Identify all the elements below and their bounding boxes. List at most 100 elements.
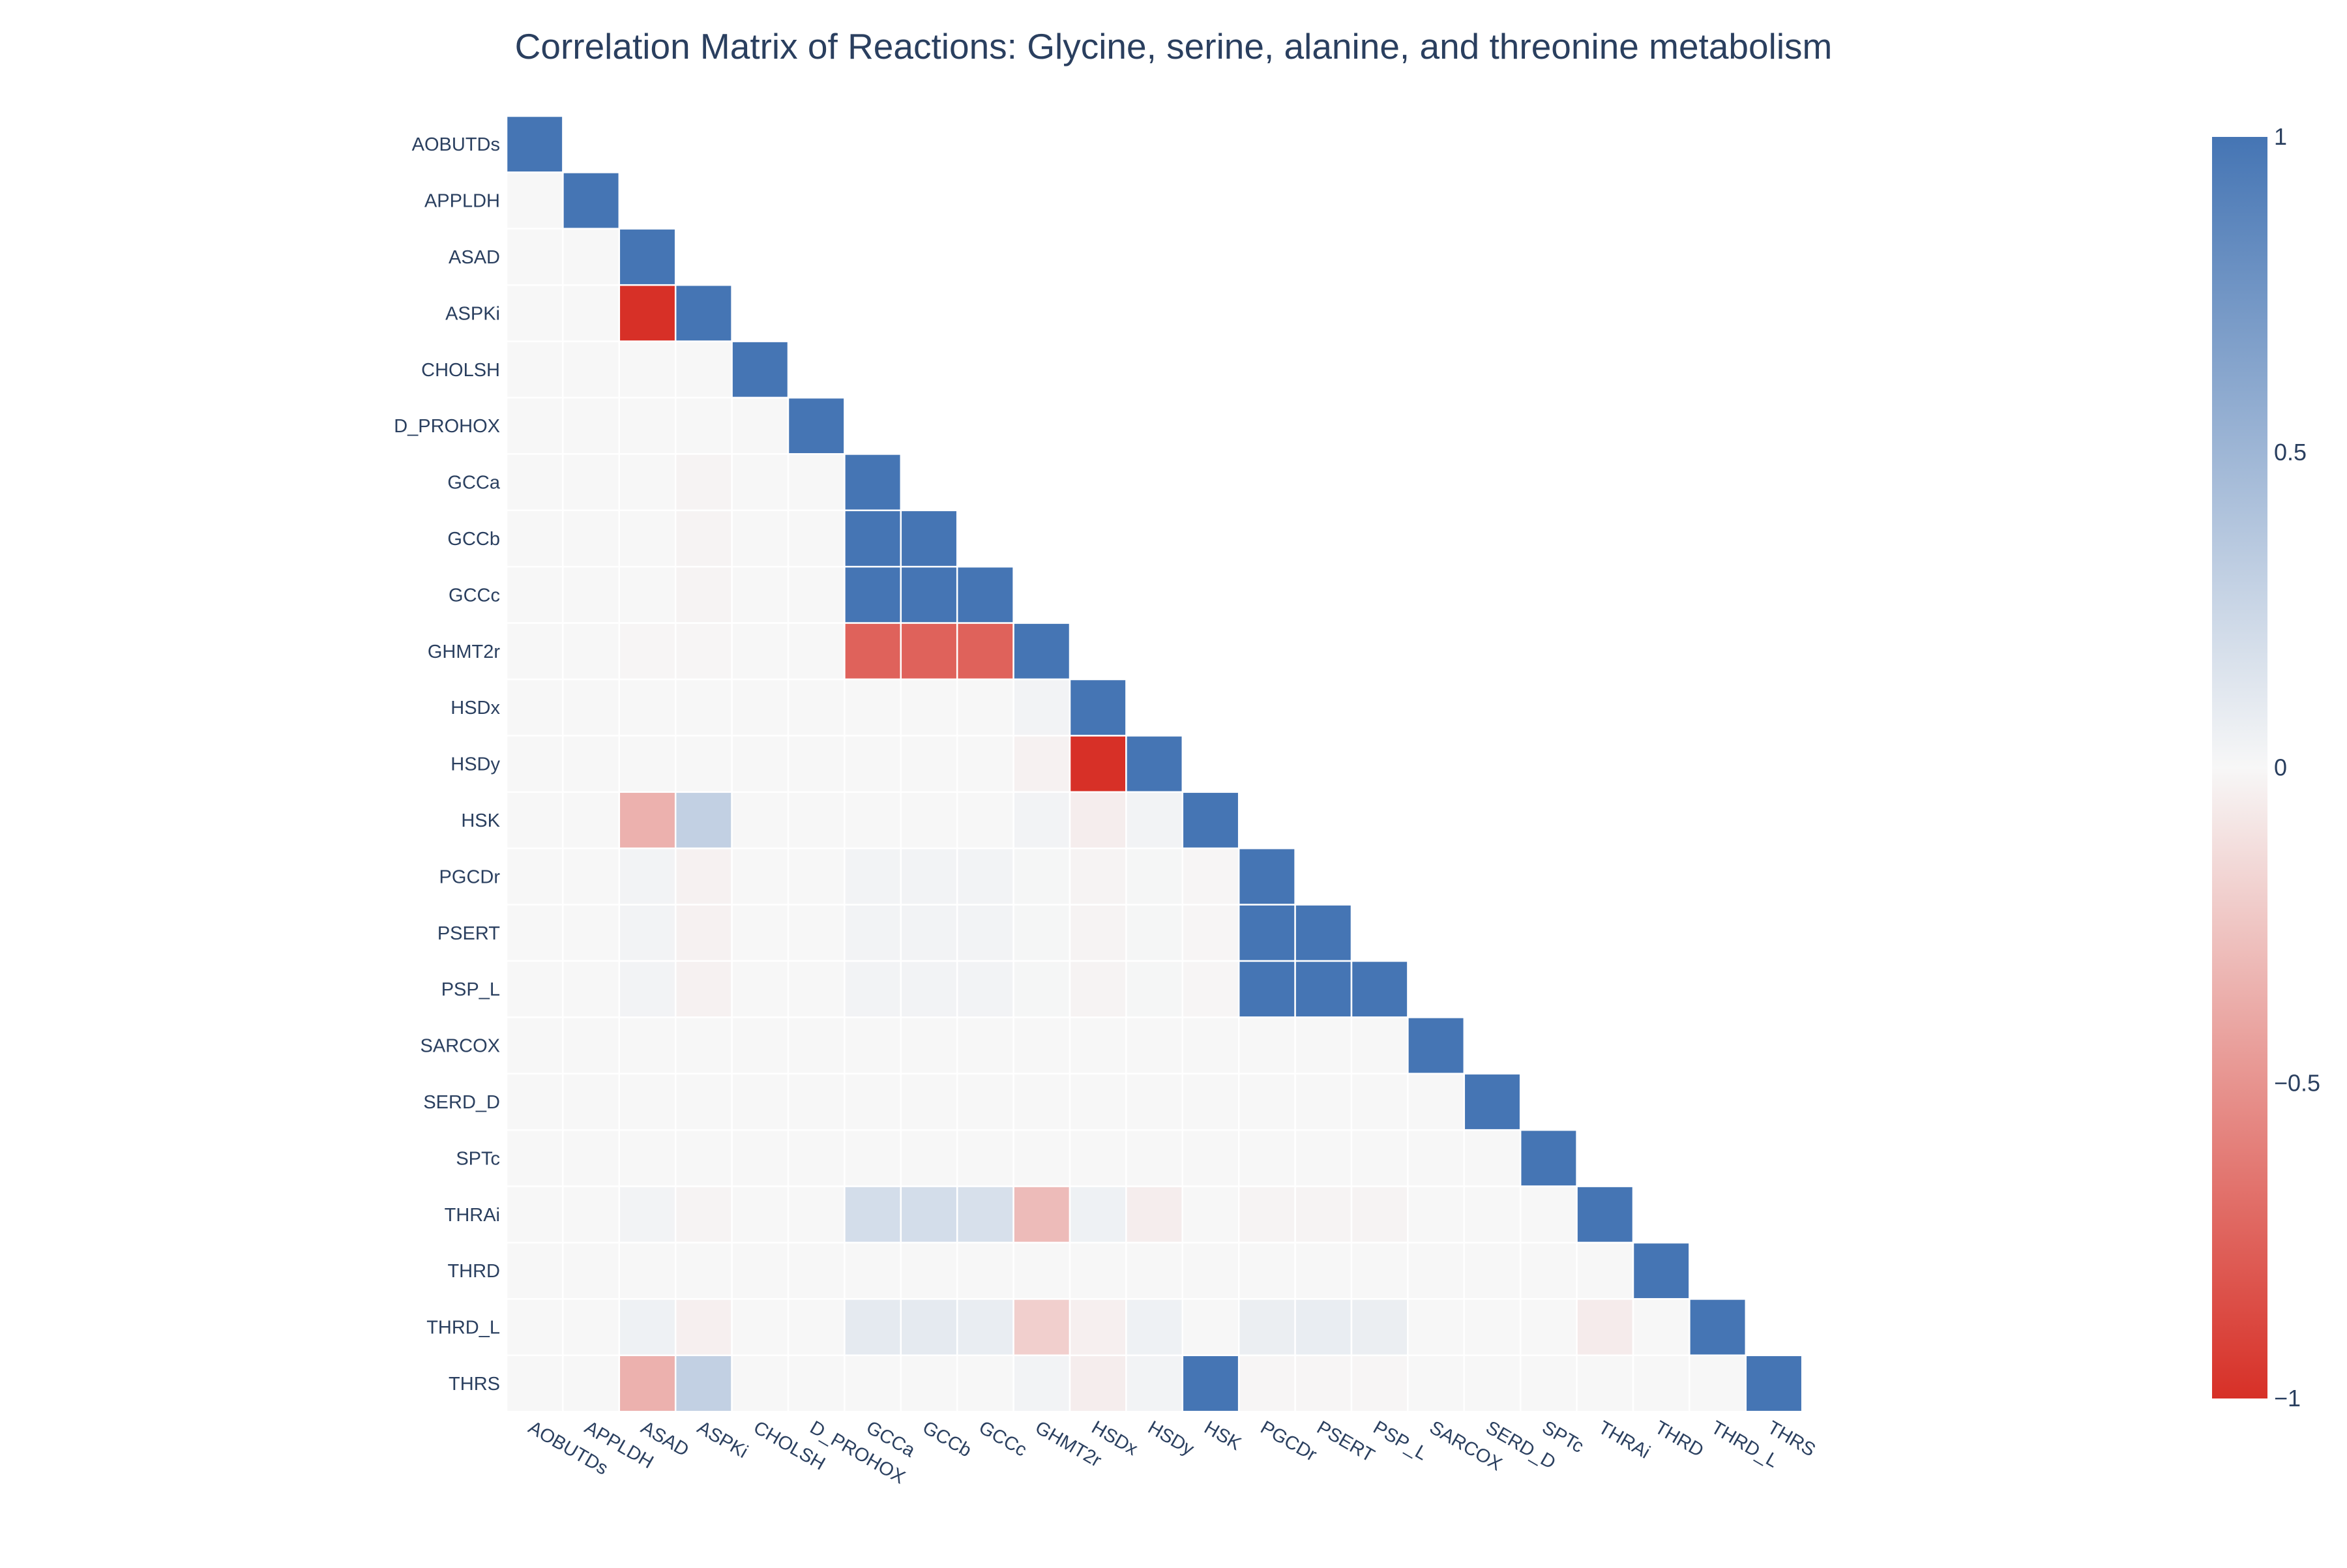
heatmap-cell-SPTc-D_PROHOX <box>787 1129 846 1187</box>
heatmap-cell-HSK-CHOLSH <box>731 791 790 850</box>
heatmap-cell-PSERT-GCCb <box>900 904 958 962</box>
heatmap-cell-THRD-SPTc <box>1519 1241 1578 1300</box>
heatmap-cell-SARCOX-APPLDH <box>562 1016 621 1075</box>
heatmap-cell-HSDy-ASPKi <box>674 735 733 793</box>
heatmap-cell-SPTc-ASPKi <box>674 1129 733 1187</box>
heatmap-cell-APPLDH-APPLDH <box>562 171 621 230</box>
heatmap-cell-SARCOX-GCCb <box>900 1016 958 1075</box>
heatmap-cell-PSP_L-AOBUTDs <box>505 960 564 1018</box>
heatmap-cell-GCCa-ASPKi <box>674 453 733 512</box>
heatmap-cell-THRS-THRAi <box>1576 1354 1634 1413</box>
heatmap-cell-ASPKi-ASAD <box>618 284 677 342</box>
heatmap-cell-GHMT2r-D_PROHOX <box>787 622 846 681</box>
heatmap-cell-GHMT2r-GCCc <box>956 622 1014 681</box>
heatmap-cell-HSDy-APPLDH <box>562 735 621 793</box>
heatmap-cell-SARCOX-D_PROHOX <box>787 1016 846 1075</box>
heatmap-cell-ASAD-ASAD <box>618 228 677 286</box>
heatmap-cell-SERD_D-ASAD <box>618 1072 677 1131</box>
heatmap-cell-D_PROHOX-D_PROHOX <box>787 396 846 455</box>
heatmap-cell-THRAi-GCCa <box>844 1185 902 1244</box>
heatmap-cell-HSDx-GCCa <box>844 678 902 737</box>
heatmap-cell-THRS-D_PROHOX <box>787 1354 846 1413</box>
heatmap-cell-D_PROHOX-AOBUTDs <box>505 396 564 455</box>
heatmap-cell-SERD_D-GCCc <box>956 1072 1014 1131</box>
y-tick-label: AOBUTDs <box>412 134 500 155</box>
heatmap-cell-CHOLSH-ASPKi <box>674 340 733 399</box>
heatmap-cell-GCCb-GCCb <box>900 509 958 568</box>
heatmap-cell-GCCc-GCCb <box>900 565 958 624</box>
heatmap-cell-PSERT-HSK <box>1181 904 1240 962</box>
heatmap-cell-THRD_L-SPTc <box>1519 1298 1578 1357</box>
heatmap-cell-THRD_L-ASAD <box>618 1298 677 1357</box>
heatmap-cell-SERD_D-CHOLSH <box>731 1072 790 1131</box>
heatmap-cell-SARCOX-AOBUTDs <box>505 1016 564 1075</box>
heatmap-cell-PGCDr-D_PROHOX <box>787 847 846 906</box>
heatmap-cell-GCCb-CHOLSH <box>731 509 790 568</box>
heatmap-cell-THRD_L-HSDy <box>1125 1298 1184 1357</box>
heatmap-cell-HSK-GCCc <box>956 791 1014 850</box>
heatmap-cell-HSDx-GHMT2r <box>1012 678 1071 737</box>
heatmap-cell-HSK-HSK <box>1181 791 1240 850</box>
heatmap-cell-HSK-AOBUTDs <box>505 791 564 850</box>
heatmap-cell-PSERT-GCCa <box>844 904 902 962</box>
heatmap-cell-THRD_L-HSDx <box>1069 1298 1127 1357</box>
heatmap-cell-D_PROHOX-ASAD <box>618 396 677 455</box>
heatmap-cell-THRS-GCCb <box>900 1354 958 1413</box>
colorbar-tick-label: −0.5 <box>2274 1069 2320 1096</box>
heatmap-cell-HSDx-CHOLSH <box>731 678 790 737</box>
heatmap-cell-THRAi-D_PROHOX <box>787 1185 846 1244</box>
y-tick-label: HSK <box>461 810 500 831</box>
colorbar-tick-label: −1 <box>2274 1385 2301 1412</box>
heatmap-cell-GHMT2r-GHMT2r <box>1012 622 1071 681</box>
heatmap-cell-THRD-APPLDH <box>562 1241 621 1300</box>
heatmap-cell-THRS-THRS <box>1745 1354 1803 1413</box>
heatmap-cell-THRD_L-GCCb <box>900 1298 958 1357</box>
heatmap-cell-THRD_L-CHOLSH <box>731 1298 790 1357</box>
heatmap-cell-PGCDr-PGCDr <box>1237 847 1296 906</box>
colorbar-tick-label: 0 <box>2274 754 2287 781</box>
heatmap-cell-HSDy-CHOLSH <box>731 735 790 793</box>
heatmap-cell-SPTc-CHOLSH <box>731 1129 790 1187</box>
heatmap-cell-HSK-HSDy <box>1125 791 1184 850</box>
heatmap-cell-THRD_L-PGCDr <box>1237 1298 1296 1357</box>
heatmap-cell-HSDy-GHMT2r <box>1012 735 1071 793</box>
heatmap-cell-HSDy-ASAD <box>618 735 677 793</box>
heatmap-cell-HSDy-GCCb <box>900 735 958 793</box>
heatmap-cell-THRAi-THRAi <box>1576 1185 1634 1244</box>
heatmap-cell-THRS-AOBUTDs <box>505 1354 564 1413</box>
x-tick-label: HSDy <box>1144 1417 1198 1460</box>
heatmap-cell-GHMT2r-AOBUTDs <box>505 622 564 681</box>
y-tick-label: ASAD <box>449 247 500 268</box>
heatmap-cell-PGCDr-HSDx <box>1069 847 1127 906</box>
heatmap-cell-SERD_D-GCCb <box>900 1072 958 1131</box>
heatmap-cell-PSERT-ASAD <box>618 904 677 962</box>
heatmap-cell-THRD-ASPKi <box>674 1241 733 1300</box>
heatmap-cell-SARCOX-ASPKi <box>674 1016 733 1075</box>
heatmap-cell-SPTc-SPTc <box>1519 1129 1578 1187</box>
heatmap-cell-GCCa-APPLDH <box>562 453 621 512</box>
heatmap-cell-THRS-GCCa <box>844 1354 902 1413</box>
heatmap-cell-PSP_L-PSP_L <box>1350 960 1409 1018</box>
y-tick-label: SARCOX <box>421 1036 500 1057</box>
y-axis-tick-labels: AOBUTDs APPLDH ASAD ASPKi CHOLSH D_PROHOX GCCa… <box>394 134 501 1395</box>
heatmap-cell-HSDy-GCCa <box>844 735 902 793</box>
heatmap-cell-HSDx-ASPKi <box>674 678 733 737</box>
heatmap-cell-PSP_L-GCCb <box>900 960 958 1018</box>
x-tick-label: PSERT <box>1313 1417 1378 1467</box>
heatmap-cell-SPTc-HSK <box>1181 1129 1240 1187</box>
colorbar-gradient <box>2212 137 2267 1398</box>
heatmap-cell-THRAi-APPLDH <box>562 1185 621 1244</box>
heatmap-cell-APPLDH-AOBUTDs <box>505 171 564 230</box>
heatmap-cell-GCCb-APPLDH <box>562 509 621 568</box>
heatmap-cell-PSERT-GHMT2r <box>1012 904 1071 962</box>
heatmap-cell-HSDx-APPLDH <box>562 678 621 737</box>
heatmap-cell-HSDx-GCCb <box>900 678 958 737</box>
heatmap-cell-PSERT-ASPKi <box>674 904 733 962</box>
heatmap-cell-HSK-ASPKi <box>674 791 733 850</box>
heatmap-cell-HSDx-D_PROHOX <box>787 678 846 737</box>
y-tick-label: HSDx <box>450 698 500 718</box>
heatmap-cell-GHMT2r-APPLDH <box>562 622 621 681</box>
x-tick-label: GCCc <box>975 1417 1030 1461</box>
